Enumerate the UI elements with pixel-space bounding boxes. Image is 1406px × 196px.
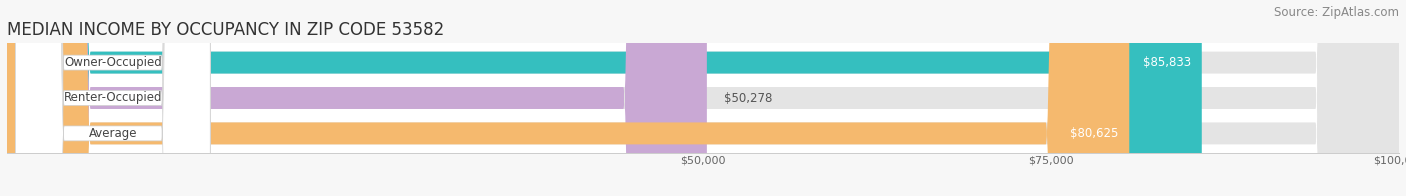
FancyBboxPatch shape [7,0,1399,196]
Text: MEDIAN INCOME BY OCCUPANCY IN ZIP CODE 53582: MEDIAN INCOME BY OCCUPANCY IN ZIP CODE 5… [7,21,444,39]
Text: $80,625: $80,625 [1070,127,1118,140]
FancyBboxPatch shape [15,0,211,196]
FancyBboxPatch shape [7,0,1399,196]
Text: Owner-Occupied: Owner-Occupied [63,56,162,69]
FancyBboxPatch shape [15,0,211,196]
Text: $50,278: $50,278 [724,92,772,104]
FancyBboxPatch shape [7,0,1202,196]
FancyBboxPatch shape [7,0,707,196]
FancyBboxPatch shape [7,0,1129,196]
FancyBboxPatch shape [15,0,211,196]
FancyBboxPatch shape [7,0,1399,196]
Text: Average: Average [89,127,136,140]
Text: Source: ZipAtlas.com: Source: ZipAtlas.com [1274,6,1399,19]
Text: $85,833: $85,833 [1143,56,1191,69]
Text: Renter-Occupied: Renter-Occupied [63,92,162,104]
